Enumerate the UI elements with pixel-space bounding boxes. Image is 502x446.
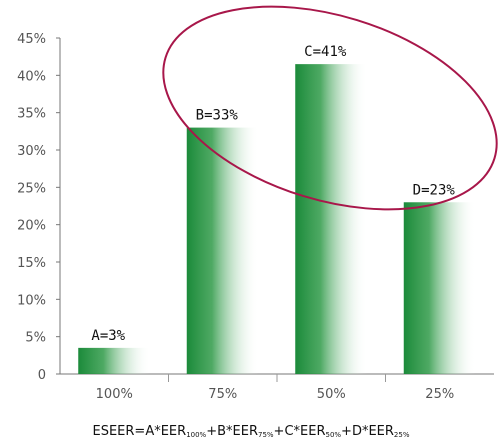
formula-term: +C*EER50% — [273, 424, 342, 439]
axes: 0 5% 10% 15% 20% 25% 30% 35% 40% 45% — [17, 32, 494, 383]
y-tick-label: 35% — [17, 107, 46, 122]
highlight-ellipse — [162, 5, 498, 211]
formula-subscript: 50% — [325, 431, 342, 439]
y-tick-label: 40% — [17, 69, 46, 84]
formula-subscript: 25% — [393, 431, 410, 439]
y-tick-label: 15% — [17, 256, 46, 271]
formula-subscript: 75% — [257, 431, 274, 439]
formula-term: ESEER=A*EER100% — [92, 424, 207, 439]
y-tick-label: 30% — [17, 144, 46, 159]
bars — [78, 64, 476, 374]
bar-data-label: D=23% — [413, 182, 456, 198]
bar — [403, 202, 476, 374]
x-category-label: 100% — [96, 387, 133, 402]
y-tick-label: 5% — [25, 331, 46, 346]
bar — [186, 127, 259, 374]
bar-chart: 0 5% 10% 15% 20% 25% 30% 35% 40% 45% A=3% 100% B=33… — [17, 5, 498, 402]
eseer-formula: ESEER=A*EER100%+B*EER75%+C*EER50%+D*EER2… — [0, 424, 502, 439]
bar-data-label: A=3% — [91, 328, 125, 344]
formula-term: +D*EER25% — [341, 424, 410, 439]
y-tick-label: 20% — [17, 219, 46, 234]
x-category-label: 25% — [425, 387, 454, 402]
bar-data-label: B=33% — [196, 108, 239, 124]
y-tick-label: 10% — [17, 293, 46, 308]
bar — [78, 347, 151, 374]
bar-data-label: C=41% — [304, 44, 347, 60]
x-category-label: 50% — [317, 387, 346, 402]
y-tick-label: 45% — [17, 32, 46, 47]
x-category-label: 75% — [208, 387, 237, 402]
y-tick-label: 25% — [17, 181, 46, 196]
labels: A=3% 100% B=33% 75% C=41% 50% D=23% 25% — [91, 44, 455, 402]
formula-subscript: 100% — [186, 431, 207, 439]
y-tick-label: 0 — [38, 368, 46, 383]
bar — [295, 64, 368, 374]
formula-term: +B*EER75% — [206, 424, 274, 439]
